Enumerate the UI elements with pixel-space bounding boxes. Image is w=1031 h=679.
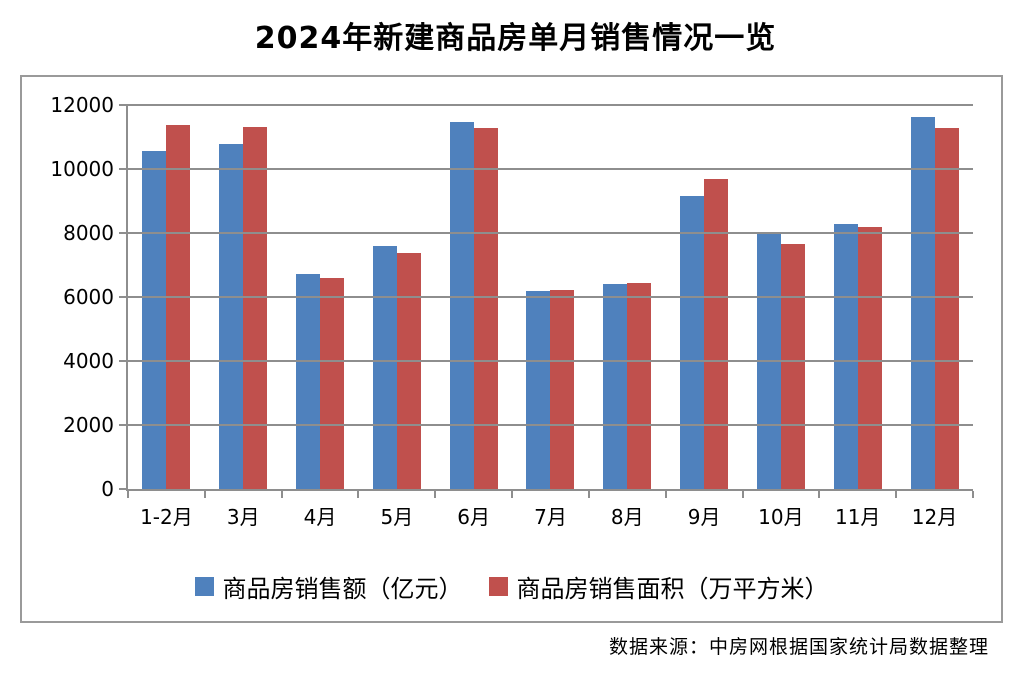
bar-group-6月 xyxy=(435,105,512,489)
bar-group-3月 xyxy=(205,105,282,489)
y-axis-tick-12000 xyxy=(119,104,128,106)
gridline-8000 xyxy=(128,232,973,235)
x-axis-label-11月: 11月 xyxy=(834,505,881,529)
y-axis-tick-6000 xyxy=(119,296,128,298)
x-axis-tick-8 xyxy=(741,491,744,498)
bar-sales-area-5月 xyxy=(396,252,421,489)
bar-sales-area-4月 xyxy=(320,278,345,489)
y-axis-label-8000: 8000 xyxy=(63,221,114,245)
y-axis-tick-4000 xyxy=(119,360,128,363)
x-axis-tick-6 xyxy=(587,491,590,498)
bar-group-11月 xyxy=(819,105,896,489)
x-axis-label-8月: 8月 xyxy=(610,505,644,529)
plot-area xyxy=(119,104,974,498)
bar-groups xyxy=(128,105,973,489)
bar-group-7月 xyxy=(512,105,589,489)
bar-sales-amount-3月 xyxy=(219,143,244,489)
x-axis-label-6月: 6月 xyxy=(457,505,491,529)
x-axis-tick-1 xyxy=(203,491,206,498)
bar-sales-amount-5月 xyxy=(372,245,397,489)
x-axis-label-9月: 9月 xyxy=(687,505,721,529)
gridline-4000 xyxy=(128,360,973,363)
bar-sales-amount-9月 xyxy=(680,195,705,489)
bar-sales-amount-11月 xyxy=(833,224,858,489)
gridline-2000 xyxy=(128,424,973,427)
y-axis-labels: 0 2000 4000 6000 8000 10000 12000 xyxy=(22,95,120,499)
bar-sales-amount-4月 xyxy=(296,274,321,489)
bar-sales-amount-8月 xyxy=(603,284,628,489)
x-axis-label-3月: 3月 xyxy=(226,505,260,529)
bar-group-8月 xyxy=(589,105,666,489)
legend-item-sales-area: 商品房销售面积（万平方米） xyxy=(488,569,829,604)
y-axis-tick-8000 xyxy=(119,232,128,235)
x-axis-label-12月: 12月 xyxy=(911,505,958,529)
y-axis-tick-10000 xyxy=(119,168,128,170)
bar-sales-area-12月 xyxy=(934,128,959,489)
bar-sales-area-7月 xyxy=(550,289,575,489)
legend: 商品房销售额（亿元） 商品房销售面积（万平方米） xyxy=(22,569,1001,604)
bar-sales-area-9月 xyxy=(704,179,729,489)
x-axis-tick-9 xyxy=(818,491,821,498)
y-axis-tick-2000 xyxy=(119,424,128,427)
bar-sales-amount-1-2月 xyxy=(142,150,167,489)
y-axis-label-4000: 4000 xyxy=(63,349,114,373)
x-axis-label-4月: 4月 xyxy=(303,505,337,529)
x-axis-label-7月: 7月 xyxy=(534,505,567,529)
bar-group-1-2月 xyxy=(128,105,205,489)
bar-sales-area-6月 xyxy=(473,128,498,489)
bar-group-5月 xyxy=(358,105,435,489)
chart-frame: 0 2000 4000 6000 8000 10000 12000 1-2月 3月 4月 5月 6月… xyxy=(20,75,1003,623)
y-axis-label-6000: 6000 xyxy=(63,285,114,309)
bar-sales-area-1-2月 xyxy=(166,125,191,489)
y-axis-label-2000: 2000 xyxy=(63,413,114,437)
source-note: 数据来源：中房网根据国家统计局数据整理 xyxy=(608,636,989,658)
legend-swatch-sales-area-icon xyxy=(488,577,508,596)
legend-swatch-sales-amount-icon xyxy=(194,577,214,596)
x-axis-tick-0 xyxy=(127,491,129,498)
x-axis-tick-10 xyxy=(895,491,898,498)
x-axis-label-10月: 10月 xyxy=(758,505,804,529)
y-axis-label-10000: 10000 xyxy=(50,157,114,181)
bar-sales-area-8月 xyxy=(627,282,652,489)
x-axis-tick-11 xyxy=(972,491,974,498)
gridline-10000 xyxy=(128,168,973,170)
x-axis-label-1-2月: 1-2月 xyxy=(140,505,193,529)
bar-sales-amount-12月 xyxy=(910,117,935,489)
legend-item-sales-amount: 商品房销售额（亿元） xyxy=(194,569,463,604)
bar-group-9月 xyxy=(666,105,743,489)
gridline-12000 xyxy=(128,104,973,106)
x-axis-tick-4 xyxy=(434,491,437,498)
bar-group-12月 xyxy=(896,105,973,489)
x-axis-tick-7 xyxy=(664,491,667,498)
x-axis-tick-5 xyxy=(511,491,514,498)
x-axis-tick-2 xyxy=(280,491,283,498)
y-axis-tick-0 xyxy=(119,488,128,490)
y-axis-label-12000: 12000 xyxy=(50,93,114,117)
x-axis-labels: 1-2月 3月 4月 5月 6月 7月 8月 9月 10月 11月 12月 xyxy=(128,501,973,530)
legend-label-sales-amount: 商品房销售额（亿元） xyxy=(222,575,463,603)
x-axis-label-5月: 5月 xyxy=(380,505,414,529)
bar-sales-amount-6月 xyxy=(449,122,474,489)
y-axis-label-0: 0 xyxy=(101,477,114,501)
bar-sales-area-3月 xyxy=(243,127,268,489)
bar-sales-area-11月 xyxy=(857,226,882,489)
bar-sales-amount-7月 xyxy=(526,290,551,489)
bar-sales-area-10月 xyxy=(780,244,805,489)
bar-group-4月 xyxy=(282,105,359,489)
x-axis-tick-3 xyxy=(357,491,360,498)
page-title: 2024年新建商品房单月销售情况一览 xyxy=(254,21,777,56)
legend-label-sales-area: 商品房销售面积（万平方米） xyxy=(516,575,829,603)
gridline-6000 xyxy=(128,296,973,298)
